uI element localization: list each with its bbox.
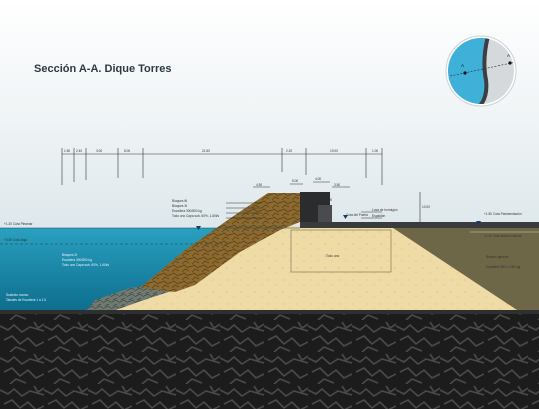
seabed [0,312,539,409]
crown-label-2: Espaldón [372,214,386,218]
armour-label-1: Bloques 6t [172,199,187,203]
dim-label-8: 1.00 [372,149,378,153]
toe-label-1: Bloques 2t [62,253,77,257]
page-title: Sección A-A. Dique Torres [34,63,172,75]
inset-marker-label: A [507,53,510,58]
dimension-ticks [61,148,383,185]
crown-label-1: Losa de hormigón [372,208,398,212]
armour-label-4: Todo uno Capa sub. 60%, 1.60t/s [172,214,220,218]
section-marker-icon [508,61,512,65]
seabed-top-band [0,310,539,314]
inset-location-map: A A [445,35,517,107]
toe-label-3: Todo uno Capa sub. 60%, 1.60t/s [62,263,110,267]
dim-label-4: 8.00 [124,149,130,153]
low-tide-label: +0.50 Cota Baja [4,238,27,242]
level-label-2: 5.00 [292,179,298,183]
leader-lines [226,181,382,219]
armour-label-3: Escollera 300/800 kg [172,209,202,213]
pavement-level-label: +1.50 Cota Pavimentación [484,212,522,216]
high-tide-label: +1.20 Cota Pleamar [4,222,33,226]
fill-label-1: Relleno general [486,255,509,259]
dim-label-3: 3.00 [96,149,102,153]
title-name: Dique Torres [104,63,172,75]
dim-label-5: 21.50 [202,149,210,153]
sand-core [105,226,520,312]
dim-label-2: 2.40 [76,149,82,153]
level-label-4: 3.50 [334,183,340,187]
level-label-5: 4.00 [326,198,332,202]
core-label: Todo uno [326,254,339,258]
dim-label-7: 19.00 [330,149,338,153]
level-label-1: 4.50 [256,183,262,187]
inset-marker-label: A [461,63,464,68]
seabed-label-1: Sustrato rocoso [6,293,29,297]
armour-label-2: Bloques 3t [172,204,187,208]
section-marker-icon [463,71,467,75]
seabed-label-2: Taludes de Escollera 1 a 1.5 [6,298,46,302]
level-label-6: 10.00 [422,205,430,209]
core-box-outline [290,229,392,273]
fill-label-2: Escollera 300 / 1.000 kg [486,265,520,269]
port-level-label: Cota del Puerto [346,213,368,217]
pavement-slab [300,222,539,228]
level-markers [196,215,481,230]
title-section: Sección A-A. [34,63,102,75]
level-label-3: 4.00 [315,177,321,181]
ground-level-label: +1.00 Cota terreno natural [484,234,522,238]
toe-label-2: Escollera 300/800 kg [62,258,92,262]
crown-wall-step [318,205,332,222]
dim-label-1: 1.50 [64,149,70,153]
dim-label-6: 2.20 [286,149,292,153]
